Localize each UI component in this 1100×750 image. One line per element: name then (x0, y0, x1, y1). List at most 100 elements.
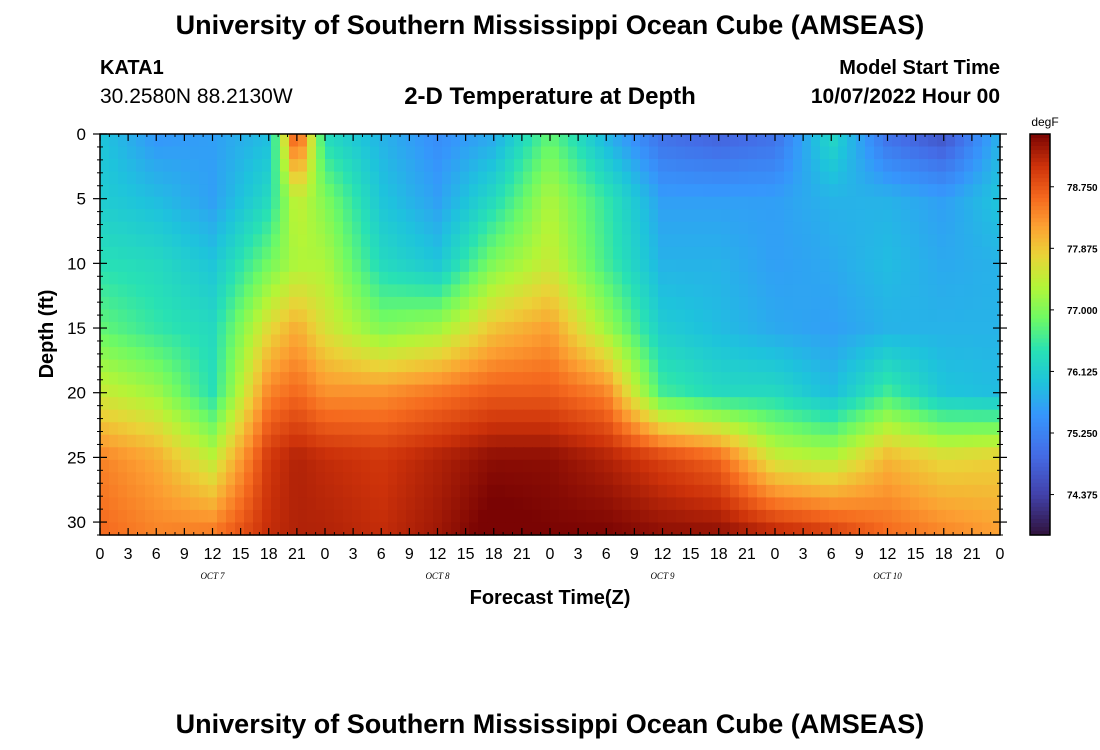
colorbar-segment (1030, 158, 1050, 163)
heatmap-cell (154, 409, 164, 423)
heatmap-cell (433, 409, 443, 423)
heatmap-cell (478, 397, 488, 411)
heatmap-cell (397, 134, 407, 148)
heatmap-cell (712, 359, 722, 373)
heatmap-cell (514, 397, 524, 411)
heatmap-cell (442, 347, 452, 361)
heatmap-cell (982, 146, 992, 160)
heatmap-cell (370, 522, 380, 536)
heatmap-cell (145, 409, 155, 423)
heatmap-cell (712, 184, 722, 198)
heatmap-cell (838, 196, 848, 210)
heatmap-cell (874, 397, 884, 411)
heatmap-cell (829, 509, 839, 524)
heatmap-cell (856, 209, 866, 223)
heatmap-cell (649, 409, 659, 423)
heatmap-cell (784, 372, 794, 386)
heatmap-cell (253, 484, 263, 499)
heatmap-cell (595, 384, 605, 398)
heatmap-cell (982, 234, 992, 248)
heatmap-cell (883, 397, 893, 411)
heatmap-cell (586, 409, 596, 423)
heatmap-cell (397, 347, 407, 361)
heatmap-cell (748, 246, 758, 260)
heatmap-cell (820, 334, 830, 348)
heatmap-cell (280, 309, 290, 323)
heatmap-cell (973, 146, 983, 160)
heatmap-cell (361, 372, 371, 386)
heatmap-cell (199, 284, 209, 298)
heatmap-cell (640, 309, 650, 323)
colorbar-segment (1030, 342, 1050, 348)
heatmap-cell (109, 234, 119, 248)
x-tick-label: 0 (321, 546, 330, 563)
heatmap-cell (712, 234, 722, 248)
heatmap-cell (370, 184, 380, 198)
heatmap-cell (334, 271, 344, 285)
y-tick-label: 20 (67, 384, 86, 403)
heatmap-cell (199, 522, 209, 536)
heatmap-cell (208, 409, 218, 423)
heatmap-cell (964, 159, 974, 173)
heatmap-cell (883, 196, 893, 210)
heatmap-cell (496, 397, 506, 411)
heatmap-cell (721, 397, 731, 411)
heatmap-cell (316, 384, 326, 398)
heatmap-cell (478, 384, 488, 398)
heatmap-cell (199, 384, 209, 398)
heatmap-cell (775, 146, 785, 160)
heatmap-cell (352, 296, 362, 311)
heatmap-cell (964, 509, 974, 524)
heatmap-cell (577, 296, 587, 311)
heatmap-cell (721, 221, 731, 235)
heatmap-cell (604, 447, 614, 461)
heatmap-cell (622, 134, 632, 148)
colorbar-segment (1030, 462, 1050, 468)
heatmap-cell (379, 472, 389, 486)
heatmap-cell (352, 246, 362, 260)
heatmap-cell (280, 221, 290, 235)
heatmap-cell (937, 522, 947, 536)
heatmap-cell (361, 472, 371, 486)
heatmap-cell (127, 397, 137, 411)
heatmap-cell (523, 146, 533, 160)
heatmap-cell (613, 309, 623, 323)
heatmap-cell (226, 384, 236, 398)
heatmap-cell (172, 159, 182, 173)
heatmap-cell (100, 372, 110, 386)
heatmap-cell (748, 334, 758, 348)
heatmap-cell (109, 321, 119, 336)
heatmap-cell (289, 447, 299, 461)
heatmap-cell (991, 146, 1001, 160)
heatmap-cell (316, 472, 326, 486)
colorbar-segment (1030, 510, 1050, 516)
heatmap-cell (424, 409, 434, 423)
heatmap-cell (658, 184, 668, 198)
heatmap-cell (829, 196, 839, 210)
heatmap-cell (766, 259, 776, 273)
heatmap-cell (127, 184, 137, 198)
heatmap-cell (919, 209, 929, 223)
heatmap-cell (361, 509, 371, 524)
heatmap-cell (208, 497, 218, 511)
heatmap-cell (163, 334, 173, 348)
heatmap-cell (289, 459, 299, 473)
heatmap-cell (559, 459, 569, 473)
heatmap-cell (172, 321, 182, 336)
heatmap-cell (136, 372, 146, 386)
heatmap-cell (973, 159, 983, 173)
heatmap-cell (820, 171, 830, 185)
heatmap-cell (856, 409, 866, 423)
colorbar-segment (1030, 246, 1050, 251)
heatmap-cell (379, 359, 389, 373)
heatmap-cell (883, 146, 893, 160)
heatmap-cell (370, 221, 380, 235)
heatmap-cell (748, 284, 758, 298)
heatmap-cell (973, 522, 983, 536)
heatmap-cell (442, 359, 452, 373)
heatmap-cell (946, 234, 956, 248)
heatmap-cell (397, 234, 407, 248)
heatmap-cell (100, 146, 110, 160)
colorbar-segment (1030, 390, 1050, 396)
heatmap-cell (307, 422, 317, 436)
